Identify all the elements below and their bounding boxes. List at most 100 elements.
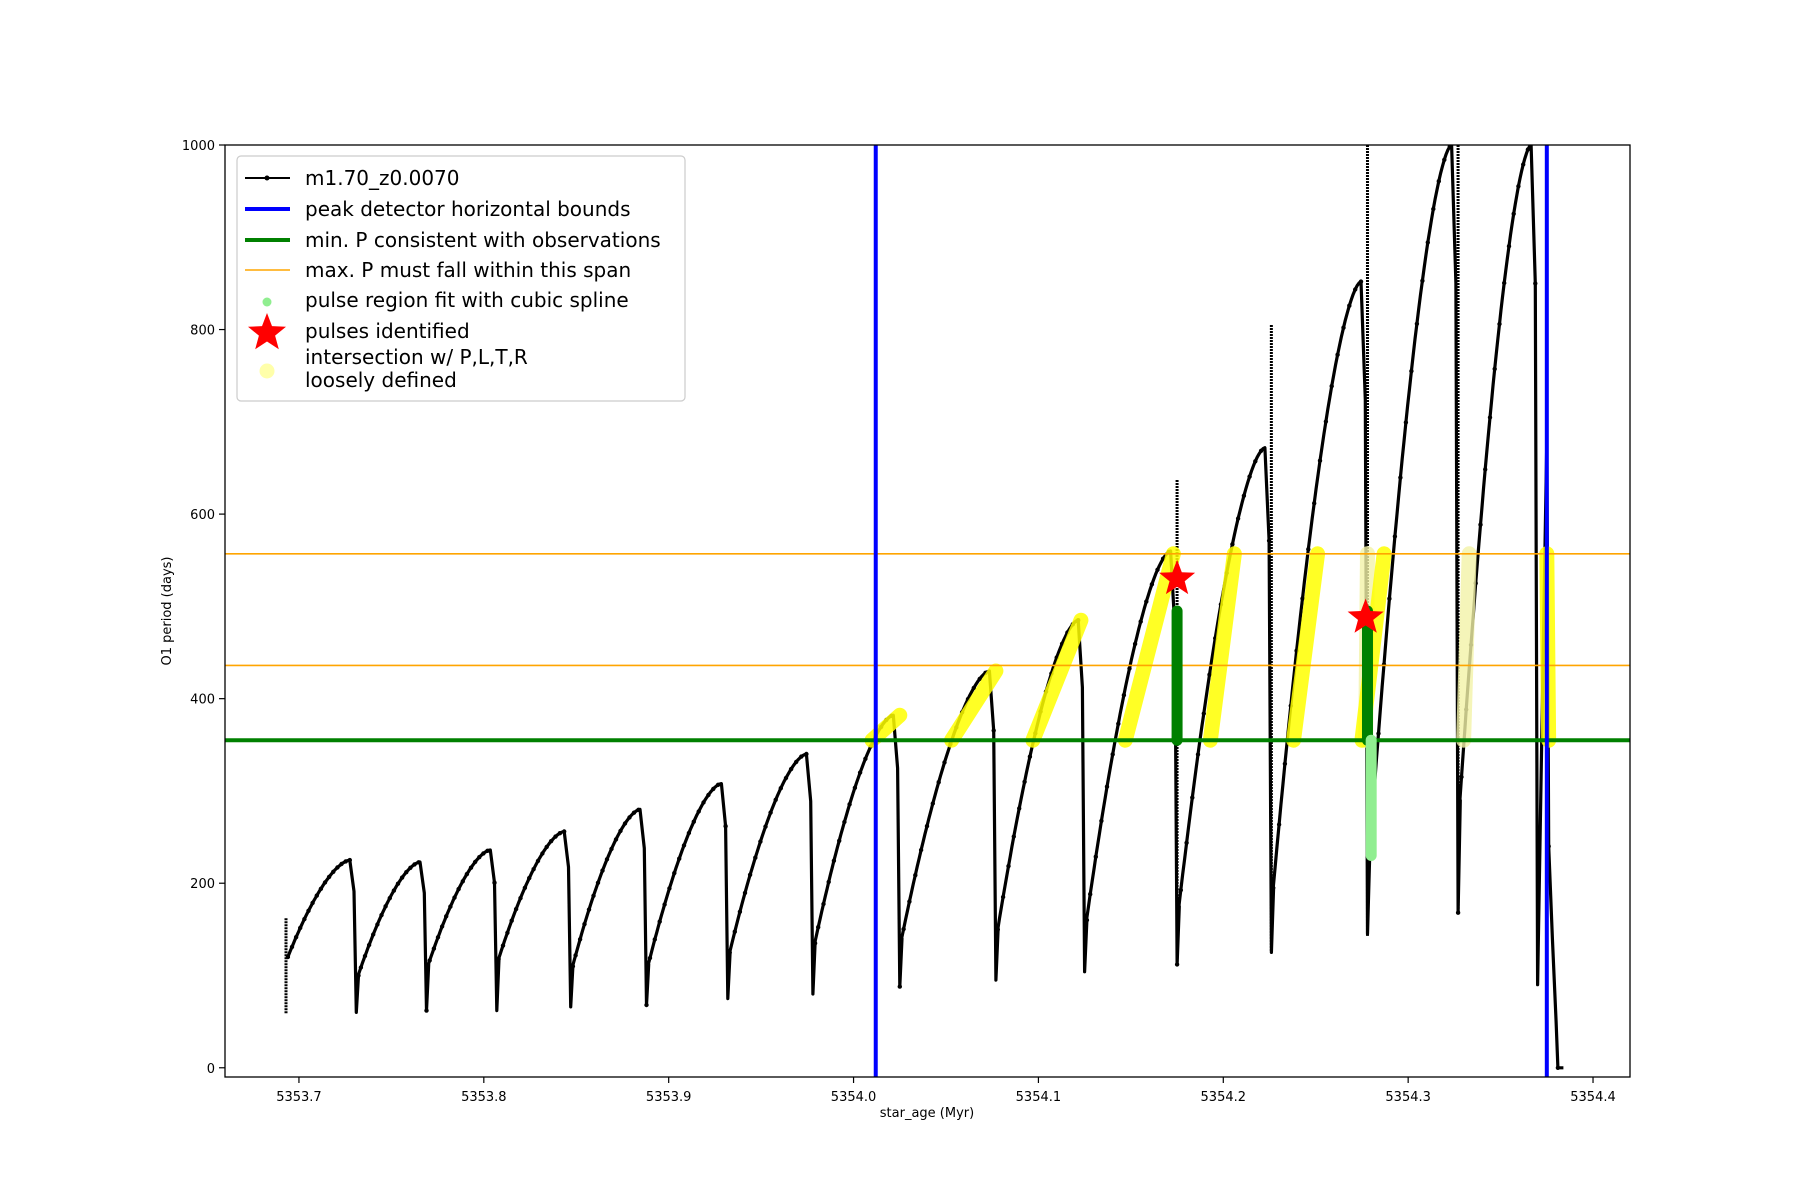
series-point	[930, 801, 935, 806]
series-point	[768, 810, 773, 815]
series-point	[753, 855, 758, 860]
series-point	[1436, 179, 1442, 184]
series-point	[548, 839, 554, 844]
series-point	[485, 848, 490, 853]
series-point	[863, 756, 868, 761]
series-point	[356, 973, 361, 978]
y-tick-label: 800	[190, 324, 215, 339]
series-point	[1235, 516, 1241, 521]
series-point	[711, 786, 716, 792]
series-point	[518, 895, 523, 901]
series-point	[706, 792, 711, 798]
series-point	[505, 930, 510, 935]
series-point	[331, 869, 336, 874]
series-point	[1502, 280, 1507, 286]
series-point	[362, 953, 368, 959]
series-point	[310, 900, 315, 906]
series-point	[901, 926, 906, 932]
plot-area	[225, 145, 1630, 1077]
pulse-identified-star-0	[1159, 559, 1196, 595]
series-point	[831, 858, 837, 863]
series-point	[1116, 721, 1121, 726]
series-point	[452, 895, 457, 900]
series-point	[758, 839, 763, 844]
series-point	[1144, 599, 1149, 604]
series-point	[681, 843, 687, 848]
series-point	[1353, 287, 1358, 292]
series-point	[1011, 834, 1016, 839]
series-point	[366, 942, 372, 948]
series-point	[1241, 493, 1247, 498]
series-point	[540, 851, 545, 856]
series-point	[1409, 368, 1414, 374]
loosely-defined-segment-5	[1286, 546, 1326, 748]
series-point	[496, 956, 501, 962]
series-point	[492, 880, 497, 885]
series-point	[586, 907, 592, 912]
legend-label: max. P must fall within this span	[305, 258, 631, 282]
series-point	[1006, 863, 1011, 869]
x-tick-label: 5354.4	[1570, 1090, 1616, 1105]
series-point	[1084, 917, 1090, 923]
series-point	[383, 904, 388, 909]
series-point	[444, 914, 449, 919]
y-tick-label: 200	[190, 877, 215, 892]
series-point	[371, 932, 376, 937]
series-point	[326, 874, 332, 880]
legend-label-line: min. P consistent with observations	[305, 228, 661, 252]
legend-box	[236, 155, 686, 402]
series-point	[448, 904, 453, 909]
x-axis-label: star_age (Myr)	[880, 1106, 974, 1121]
series-point	[618, 828, 623, 834]
series-point	[691, 819, 696, 824]
series-point	[424, 1008, 429, 1013]
series-point	[1533, 281, 1538, 286]
series-point	[1201, 711, 1207, 716]
series-point	[1420, 278, 1425, 283]
series-point	[1195, 752, 1201, 757]
series-point	[1149, 582, 1155, 587]
series-point	[375, 922, 380, 927]
series-point	[1093, 854, 1099, 859]
series-point	[913, 873, 918, 878]
series-point	[1403, 420, 1409, 425]
series-point	[1525, 147, 1531, 152]
legend-label-line: pulse region fit with cubic spline	[305, 288, 629, 312]
series-point	[1000, 894, 1006, 900]
series-point	[1155, 567, 1160, 572]
series-point	[837, 838, 842, 843]
series-point	[613, 837, 619, 842]
series-point	[604, 857, 610, 862]
legend-label: intersection w/ P,L,T,R loosely defined	[305, 345, 528, 392]
series-point	[527, 875, 532, 881]
series-point	[652, 937, 657, 942]
series-point	[667, 886, 672, 891]
series-point	[387, 895, 392, 901]
series-point	[995, 927, 1000, 932]
loosely-defined-segment-8	[1456, 546, 1477, 748]
series-point	[1459, 774, 1464, 780]
legend-handle-dot	[259, 363, 275, 379]
series-point	[842, 819, 847, 825]
series-point	[1247, 474, 1252, 479]
series-point	[427, 958, 432, 963]
series-point	[477, 855, 482, 860]
series-point	[573, 953, 578, 958]
series-point	[1017, 806, 1022, 811]
series-point	[794, 759, 799, 765]
series-point	[778, 786, 783, 791]
series-point	[812, 941, 818, 946]
series-point	[1104, 784, 1110, 789]
series-point	[1511, 211, 1516, 216]
series-point	[1483, 467, 1488, 472]
series-point	[737, 909, 743, 914]
series-point	[788, 766, 794, 772]
x-tick-label: 5353.8	[461, 1090, 507, 1105]
series-point	[600, 868, 605, 873]
series-point	[1110, 752, 1115, 757]
legend-handle-star	[248, 313, 286, 350]
series-point	[412, 862, 417, 867]
series-point	[404, 870, 409, 875]
series-point	[696, 809, 701, 814]
